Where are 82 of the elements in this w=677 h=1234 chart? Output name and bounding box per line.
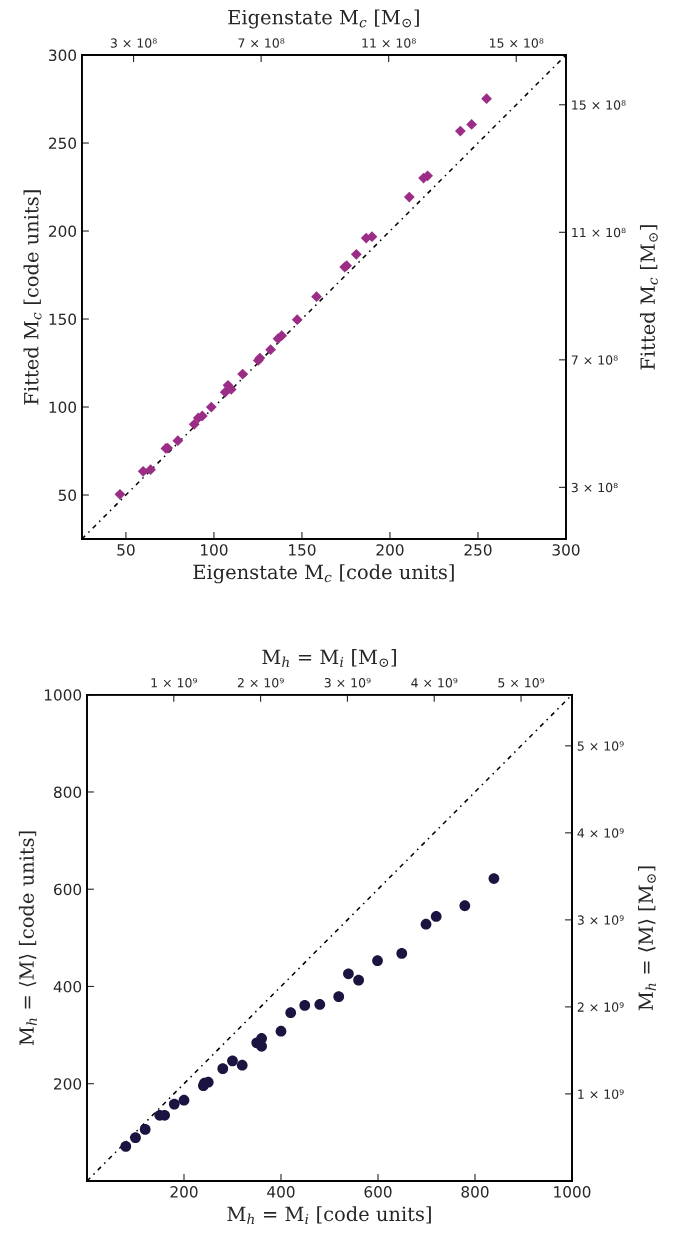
y2-tick-label: 4 × 10⁹: [577, 828, 624, 838]
point: [120, 1141, 132, 1152]
y2-tick-label: 11 × 10⁸: [572, 227, 626, 238]
y-tick-label: 50: [58, 489, 77, 502]
x2-axis-title: M$_{h}$ = M$_{i}$ [M$_{⊙}$]: [262, 649, 396, 667]
point: [139, 1124, 151, 1135]
y2-axis-title: Fitted M$_{c}$ [M$_{⊙}$]: [639, 225, 658, 370]
point: [168, 1098, 180, 1110]
point: [285, 1007, 297, 1019]
x-tick-label: 800: [461, 1186, 489, 1198]
x-tick-label: 50: [117, 544, 135, 556]
y-axis-title: Fitted M$_{c}$ [code units]: [23, 190, 42, 405]
point: [333, 991, 345, 1003]
point: [236, 1059, 248, 1071]
y-tick-label: 400: [53, 980, 82, 993]
point: [459, 900, 471, 912]
x2-tick-label: 4 × 10⁹: [411, 678, 458, 688]
x-tick-label: 1000: [554, 1186, 591, 1198]
y2-tick-label: 3 × 10⁹: [577, 915, 624, 925]
y2-tick-label: 15 × 10⁸: [572, 100, 626, 110]
x-tick-label: 150: [289, 544, 316, 556]
y-tick-label: 200: [49, 225, 77, 238]
point: [275, 1025, 287, 1037]
point: [372, 955, 383, 967]
point: [488, 873, 500, 884]
y2-tick-label: 5 × 10⁹: [577, 741, 624, 751]
x-tick-label: 400: [267, 1186, 295, 1198]
y-tick-label: 600: [54, 883, 82, 896]
point: [420, 918, 432, 930]
point: [396, 948, 408, 959]
x-tick-label: 250: [464, 544, 492, 556]
point: [430, 911, 442, 922]
point: [205, 401, 217, 413]
x2-tick-label: 5 × 10⁹: [498, 678, 545, 688]
point: [237, 368, 248, 380]
point: [217, 1063, 229, 1075]
y2-tick-label: 3 × 10⁸: [571, 482, 618, 493]
point: [481, 93, 492, 105]
point: [227, 1055, 238, 1067]
x2-tick-label: 3 × 10⁸: [110, 38, 157, 48]
point: [172, 435, 184, 447]
x2-tick-label: 2 × 10⁹: [237, 678, 284, 688]
y-axis-title: M$_{h}$ = ⟨M⟩ [code units]: [18, 831, 37, 1046]
x-axis-title: M$_{h}$ = M$_{i}$ [code units]: [227, 1206, 431, 1224]
point: [145, 464, 156, 476]
y-tick-label: 100: [49, 401, 77, 414]
x-tick-label: 300: [552, 544, 580, 556]
y-tick-label: 150: [49, 313, 77, 326]
x2-tick-label: 3 × 10⁹: [324, 678, 371, 688]
x-tick-label: 600: [364, 1186, 392, 1198]
point: [178, 1094, 190, 1106]
point: [403, 191, 415, 203]
y2-tick-label: 1 × 10⁹: [578, 1089, 624, 1099]
x2-tick-label: 7 × 10⁸: [238, 38, 285, 48]
x-axis-title: Eigenstate M$_{c}$ [code units]: [193, 564, 454, 584]
point: [265, 344, 276, 356]
point: [343, 968, 354, 980]
y-tick-label: 250: [49, 137, 77, 150]
x-tick-label: 200: [170, 1186, 198, 1198]
point: [350, 248, 362, 260]
y-tick-label: 1000: [44, 689, 82, 701]
point: [314, 999, 326, 1010]
y2-tick-label: 7 × 10⁸: [571, 355, 618, 365]
x2-axis-title: Eigenstate M$_{c}$ [M$_{⊙}$]: [228, 9, 419, 29]
y2-tick-label: 2 × 10⁹: [577, 1002, 624, 1012]
point: [299, 1000, 311, 1011]
x-tick-label: 100: [201, 544, 228, 556]
x2-tick-label: 1 × 10⁹: [151, 678, 197, 688]
point: [353, 974, 364, 986]
point: [311, 291, 322, 303]
point: [114, 488, 126, 500]
point: [130, 1132, 141, 1144]
point: [291, 314, 303, 326]
point: [454, 125, 466, 137]
x2-tick-label: 15 × 10⁸: [489, 38, 544, 48]
point: [466, 119, 477, 130]
y-tick-label: 200: [54, 1078, 82, 1090]
x2-tick-label: 11 × 10⁸: [362, 38, 416, 48]
x-tick-label: 200: [376, 544, 404, 556]
y2-axis-title: M$_{h}$ = ⟨M⟩ [M$_{⊙}$]: [638, 866, 656, 1011]
y-tick-label: 300: [49, 49, 77, 62]
y-tick-label: 800: [54, 786, 82, 798]
